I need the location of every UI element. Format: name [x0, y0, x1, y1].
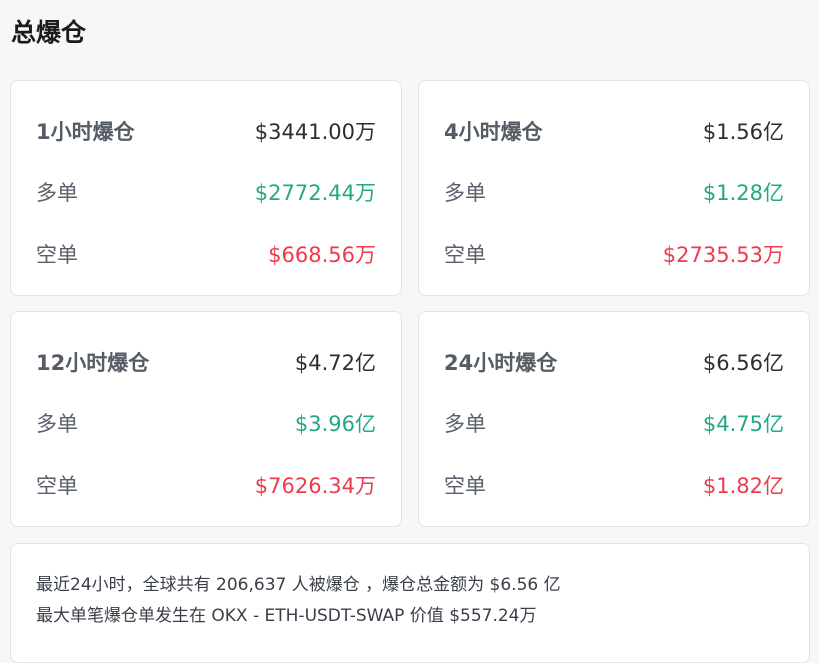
short-row: 空单 $2735.53万: [444, 239, 784, 269]
total-row: 1小时爆仓 $3441.00万: [36, 116, 376, 146]
period-label: 4小时爆仓: [444, 120, 543, 144]
total-row: 24小时爆仓 $6.56亿: [444, 347, 784, 377]
long-value: $2772.44万: [254, 181, 376, 205]
long-row: 多单 $3.96亿: [36, 408, 376, 438]
total-row: 4小时爆仓 $1.56亿: [444, 116, 784, 146]
short-row: 空单 $7626.34万: [36, 470, 376, 500]
total-value: $4.72亿: [294, 351, 376, 375]
period-label: 24小时爆仓: [444, 351, 558, 375]
total-value: $6.56亿: [702, 351, 784, 375]
short-value: $1.82亿: [702, 474, 784, 498]
page-title: 总爆仓: [11, 18, 87, 47]
long-label: 多单: [36, 412, 78, 436]
long-label: 多单: [444, 181, 486, 205]
short-value: $668.56万: [268, 243, 376, 267]
long-value: $4.75亿: [702, 412, 784, 436]
liquidation-card: 4小时爆仓 $1.56亿 多单 $1.28亿 空单 $2735.53万: [418, 80, 810, 296]
short-row: 空单 $668.56万: [36, 239, 376, 269]
summary-line-2: 最大单笔爆仓单发生在 OKX - ETH-USDT-SWAP 价值 $557.2…: [36, 606, 537, 626]
short-value: $7626.34万: [254, 474, 376, 498]
long-label: 多单: [444, 412, 486, 436]
liquidation-card: 12小时爆仓 $4.72亿 多单 $3.96亿 空单 $7626.34万: [10, 311, 402, 527]
period-label: 12小时爆仓: [36, 351, 150, 375]
short-label: 空单: [444, 474, 486, 498]
summary-line-1: 最近24小时，全球共有 206,637 人被爆仓 ，爆仓总金额为 $6.56 亿: [36, 575, 561, 595]
total-value: $3441.00万: [254, 120, 376, 144]
long-value: $3.96亿: [294, 412, 376, 436]
short-label: 空单: [444, 243, 486, 267]
period-label: 1小时爆仓: [36, 120, 135, 144]
liquidation-card: 24小时爆仓 $6.56亿 多单 $4.75亿 空单 $1.82亿: [418, 311, 810, 527]
liquidation-card: 1小时爆仓 $3441.00万 多单 $2772.44万 空单 $668.56万: [10, 80, 402, 296]
short-label: 空单: [36, 474, 78, 498]
total-row: 12小时爆仓 $4.72亿: [36, 347, 376, 377]
long-row: 多单 $4.75亿: [444, 408, 784, 438]
long-row: 多单 $2772.44万: [36, 177, 376, 207]
long-row: 多单 $1.28亿: [444, 177, 784, 207]
summary-card: 最近24小时，全球共有 206,637 人被爆仓 ，爆仓总金额为 $6.56 亿…: [10, 543, 810, 663]
short-value: $2735.53万: [662, 243, 784, 267]
total-value: $1.56亿: [702, 120, 784, 144]
long-label: 多单: [36, 181, 78, 205]
long-value: $1.28亿: [702, 181, 784, 205]
short-row: 空单 $1.82亿: [444, 470, 784, 500]
short-label: 空单: [36, 243, 78, 267]
